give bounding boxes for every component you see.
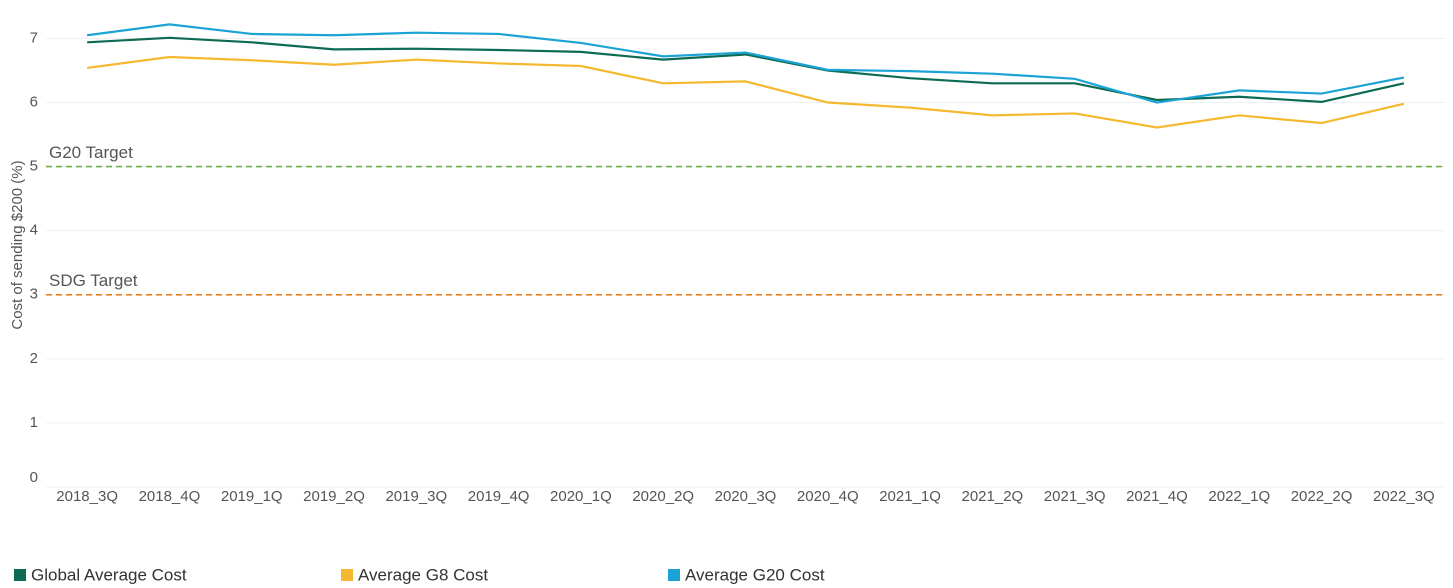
- legend-label: Average G20 Cost: [685, 565, 825, 584]
- reference-label: G20 Target: [49, 143, 133, 162]
- x-tick-label: 2022_2Q: [1291, 488, 1353, 505]
- x-tick-label: 2021_2Q: [962, 488, 1024, 505]
- x-tick-label: 2020_4Q: [797, 488, 859, 505]
- x-tick-label: 2020_3Q: [715, 488, 777, 505]
- y-tick-label: 2: [30, 350, 38, 367]
- series-line: [87, 55, 1405, 129]
- legend-swatch: [14, 569, 26, 581]
- y-tick-label: 4: [30, 222, 38, 239]
- x-tick-label: 2019_2Q: [303, 488, 365, 505]
- x-tick-label: 2020_1Q: [550, 488, 612, 505]
- reference-label: SDG Target: [49, 271, 138, 290]
- x-tick-label: 2022_3Q: [1373, 488, 1435, 505]
- legend-label: Global Average Cost: [31, 565, 187, 584]
- y-axis-label: Cost of sending $200 (%): [9, 160, 26, 329]
- x-tick-label: 2021_4Q: [1126, 488, 1188, 505]
- legend-swatch: [668, 569, 680, 581]
- y-tick-label: 6: [30, 93, 38, 110]
- y-tick-label: 3: [30, 286, 38, 303]
- x-tick-label: 2019_3Q: [385, 488, 447, 505]
- x-tick-label: 2021_1Q: [879, 488, 941, 505]
- y-tick-label: 5: [30, 158, 38, 175]
- x-tick-label: 2019_4Q: [468, 488, 530, 505]
- legend-label: Average G8 Cost: [358, 565, 488, 584]
- series-line: [87, 36, 1405, 103]
- reference-line-group: SDG Target: [46, 271, 1445, 296]
- x-tick-label: 2019_1Q: [221, 488, 283, 505]
- x-tick-label: 2022_1Q: [1208, 488, 1270, 505]
- y-tick-label: 7: [30, 29, 38, 46]
- legend-swatch: [341, 569, 353, 581]
- x-tick-label: 2018_4Q: [139, 488, 201, 505]
- x-tick-label: 2020_2Q: [632, 488, 694, 505]
- x-tick-label: 2018_3Q: [56, 488, 118, 505]
- reference-line-group: G20 Target: [46, 143, 1445, 168]
- y-tick-label: 0: [30, 469, 38, 486]
- y-tick-label: 1: [30, 414, 38, 431]
- series-line: [87, 23, 1405, 104]
- x-tick-label: 2021_3Q: [1044, 488, 1106, 505]
